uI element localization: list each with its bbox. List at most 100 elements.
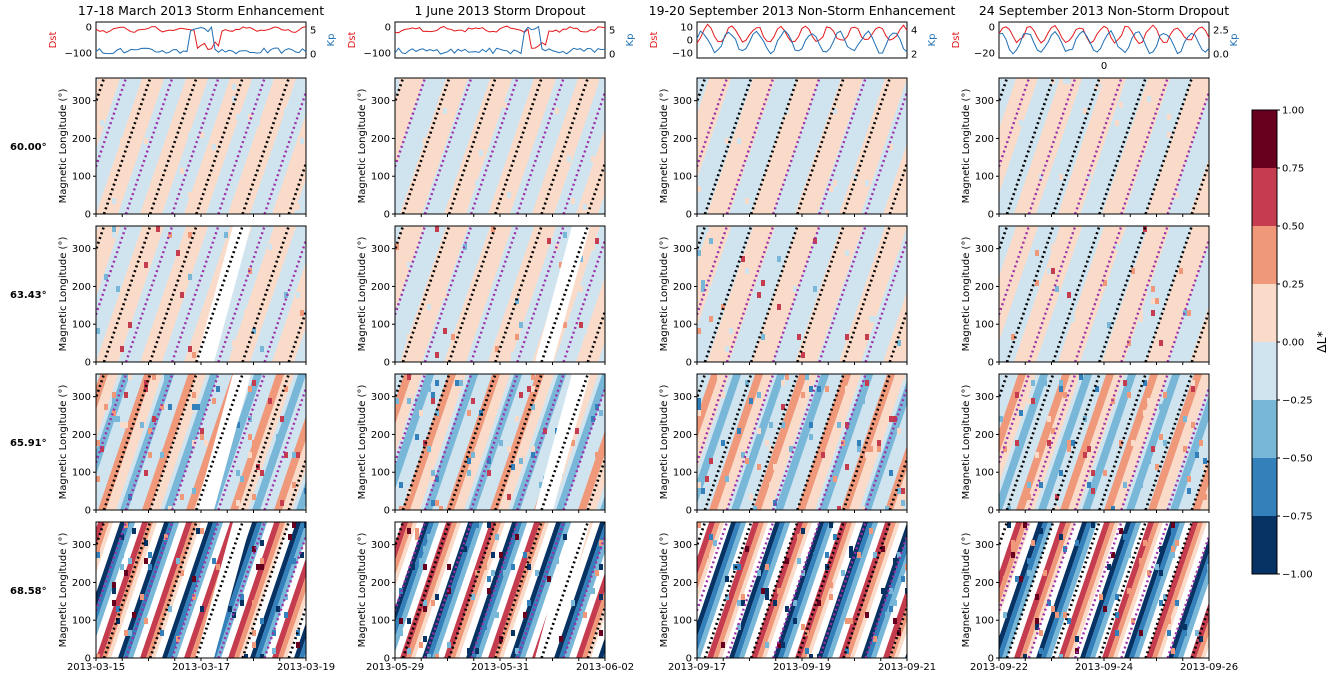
heatmap-cell: [801, 262, 805, 268]
orbit-trace-black: [703, 522, 753, 658]
heatmap-cell: [252, 328, 256, 334]
heatmap-cell: [1187, 488, 1191, 494]
heatmap-cell: [781, 274, 785, 280]
heatmap-cell: [873, 316, 877, 322]
heatmap-cell: [1203, 458, 1207, 464]
heatmap-cell: [148, 452, 152, 458]
heatmap-cell: [599, 564, 603, 570]
heatmap-cell: [1027, 482, 1031, 488]
kp-line: [95, 25, 307, 55]
heatmap-cell: [244, 310, 248, 316]
heatmap-cell: [216, 386, 220, 392]
heatmap-cell: [176, 250, 180, 256]
heatmap-cell: [1003, 612, 1007, 618]
colorbar-segment: [1252, 342, 1277, 400]
heatmap-cell: [1147, 286, 1151, 292]
heatmap-cell: [112, 198, 116, 204]
heatmap-cell: [729, 328, 733, 334]
heatmap-cell: [1051, 268, 1055, 274]
heatmap-cell: [1131, 440, 1135, 446]
heatmap-cell: [128, 494, 132, 500]
y-axis-label: Magnetic Longitude (°): [58, 89, 69, 204]
heatmap-panel: [999, 226, 1209, 362]
heatmap-stripe: [761, 374, 818, 510]
heatmap-cell: [1151, 446, 1155, 452]
heatmap-cell: [1131, 268, 1135, 274]
y-tick-label: 0: [384, 506, 390, 517]
heatmap-cell: [1035, 280, 1039, 286]
heatmap-cell: [280, 416, 284, 422]
heatmap-cell: [96, 126, 100, 132]
heatmap-stripe: [1170, 395, 1209, 510]
heatmap-stripe: [184, 78, 253, 214]
heatmap-cell: [284, 594, 288, 600]
heatmap-cell: [705, 464, 709, 470]
heatmap-cell: [599, 594, 603, 600]
orbit-trace-purple: [124, 226, 174, 362]
heatmap-cell: [252, 494, 256, 500]
heatmap-cell: [256, 564, 260, 570]
orbit-trace-purple: [912, 522, 958, 658]
heatmap-cell: [1043, 380, 1047, 386]
colorbar-tick-label: −0.75: [1282, 512, 1313, 523]
heatmap-cell: [575, 428, 579, 434]
heatmap-cell: [124, 630, 128, 636]
dst-tick-label: −100: [65, 49, 92, 60]
heatmap-stripe: [1328, 522, 1335, 658]
colorbar: 1.00 0.75 0.50 0.25 0.00 −0.25 −0.50 −0.75 −1.00…: [1251, 106, 1329, 581]
heatmap-cell: [1199, 636, 1203, 642]
heatmap-cell: [889, 470, 893, 476]
heatmap-cell: [120, 138, 124, 144]
heatmap-cell: [180, 292, 184, 298]
y-axis-label: Magnetic Longitude (°): [961, 533, 972, 648]
y-axis-label: Magnetic Longitude (°): [58, 533, 69, 648]
heatmap-cell: [893, 618, 897, 624]
heatmap-cell: [1039, 630, 1043, 636]
heatmap-cell: [897, 340, 901, 346]
y-tick-label: 100: [673, 616, 692, 627]
heatmap-cell: [216, 564, 220, 570]
orbit-trace-black: [1098, 226, 1147, 362]
y-tick-label: 100: [72, 468, 91, 479]
heatmap-cell: [116, 416, 120, 422]
y-tick-label: 200: [975, 430, 994, 441]
heatmap-cell: [1091, 522, 1095, 528]
heatmap-cell: [1091, 470, 1095, 476]
orbit-trace-purple: [772, 522, 821, 658]
heatmap-cell: [507, 192, 511, 198]
heatmap-cell: [1115, 120, 1119, 126]
heatmap-cell: [905, 564, 907, 570]
heatmap-cell: [737, 624, 741, 630]
heatmap-cell: [1143, 410, 1147, 416]
heatmap-stripe: [1085, 522, 1137, 658]
heatmap-cell: [427, 534, 431, 540]
orbit-trace-purple: [1027, 226, 1077, 362]
orbit-trace-black: [241, 78, 291, 214]
heatmap-cell: [1071, 150, 1075, 156]
heatmap-stripe: [520, 522, 572, 658]
heatmap-cell: [1039, 648, 1043, 654]
heatmap-stripe: [228, 78, 297, 214]
heatmap-cell: [1115, 612, 1119, 618]
heatmap-stripe: [96, 226, 121, 298]
heatmap-cell: [599, 410, 603, 416]
heatmap-cell: [829, 582, 833, 588]
heatmap-cell: [901, 488, 905, 494]
heatmap-cell: [1147, 250, 1151, 256]
heatmap-stripe: [304, 652, 306, 658]
colorbar-segment: [1252, 168, 1277, 226]
heatmap-stripe: [999, 374, 1049, 510]
heatmap-stripe: [1080, 522, 1132, 658]
heatmap-cell: [443, 292, 447, 298]
heatmap-cell: [741, 452, 745, 458]
heatmap-cell: [833, 476, 837, 482]
y-tick-label: 200: [371, 134, 390, 145]
heatmap-cell: [725, 346, 729, 352]
orbit-trace-purple: [217, 374, 266, 510]
orbit-trace-purple: [263, 384, 306, 510]
heatmap-stripe: [586, 454, 605, 510]
orbit-trace-black: [796, 522, 845, 658]
x-tick-label: 2013-09-21: [878, 662, 936, 673]
heatmap-cell: [1067, 78, 1071, 84]
y-tick-label: 0: [85, 358, 91, 369]
